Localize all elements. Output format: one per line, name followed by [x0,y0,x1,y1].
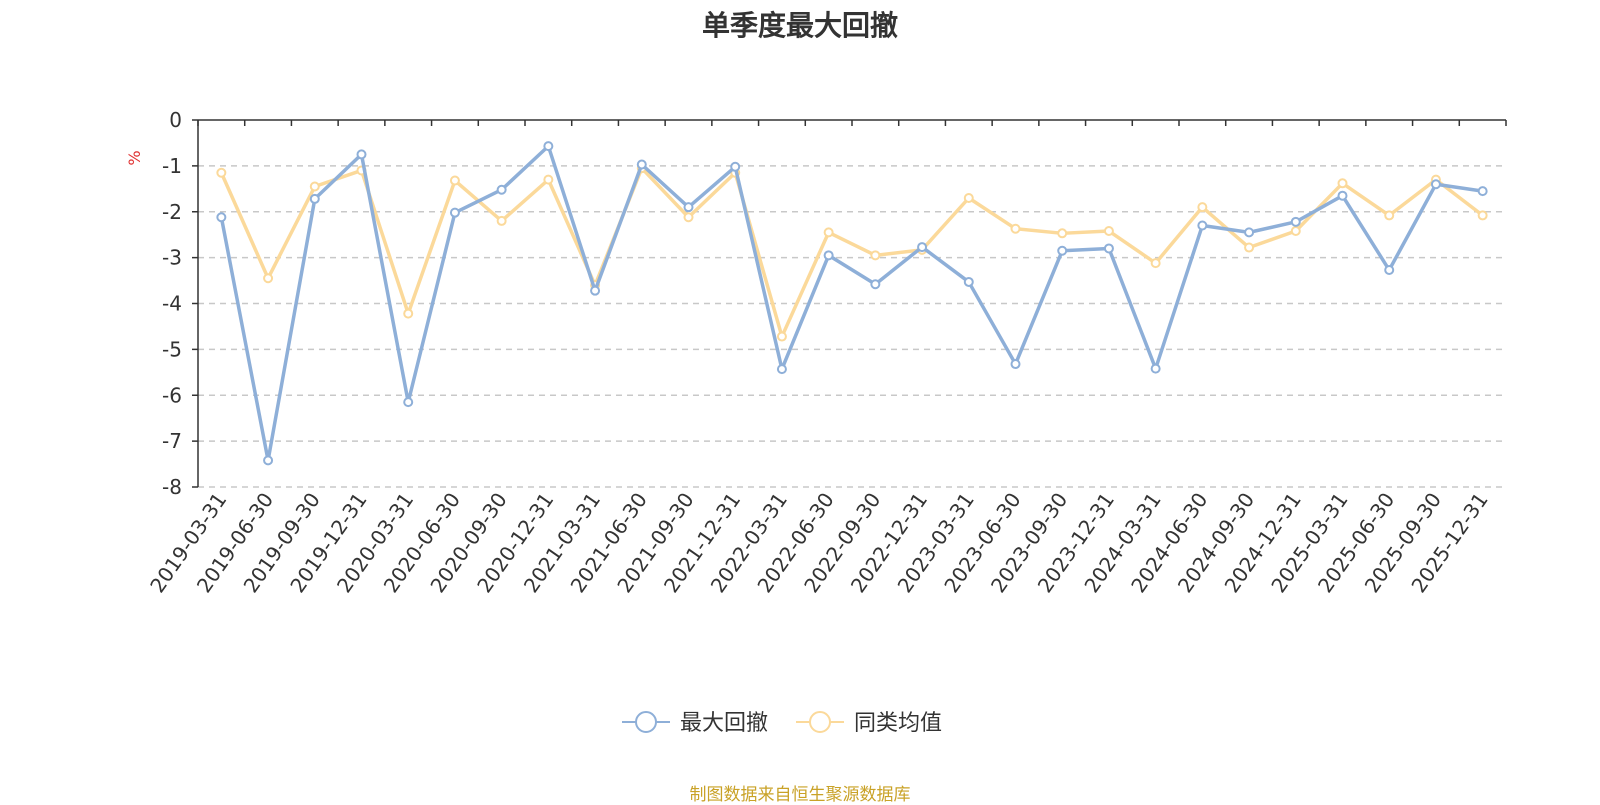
data-point [449,207,460,218]
data-point [1103,226,1114,237]
data-point [870,250,881,261]
data-point [1384,265,1395,276]
data-point [823,250,834,261]
data-point [1244,227,1255,238]
data-point [963,276,974,287]
grid-lines [198,165,1506,488]
data-point [216,167,227,178]
data-point [496,184,507,195]
data-point [1244,242,1255,253]
legend: 最大回撤 同类均值 [622,711,942,736]
data-point [216,212,227,223]
data-point [449,175,460,186]
series-line-1 [219,166,1484,339]
y-tick-label: -6 [162,383,182,407]
legend-marker [809,711,831,733]
data-point [1337,178,1348,189]
data-point [1477,210,1488,221]
data-point [1150,363,1161,374]
data-point [1010,359,1021,370]
data-point [870,279,881,290]
y-tick-label: -8 [162,475,182,499]
data-point [1150,258,1161,269]
data-point [1384,210,1395,221]
legend-label: 同类均值 [854,711,942,736]
data-point [823,227,834,238]
data-point [543,141,554,152]
data-point [730,161,741,172]
data-point [590,285,601,296]
data-point [1010,223,1021,234]
data-point [543,174,554,185]
data-point [917,242,928,253]
data-point [263,273,274,284]
y-tick-label: -4 [162,292,182,316]
data-point [263,455,274,466]
data-point [1197,220,1208,231]
data-point [963,192,974,203]
data-point [403,397,414,408]
y-tick-label: -3 [162,246,182,270]
data-point [1337,190,1348,201]
data-point [1197,202,1208,213]
data-point [1057,245,1068,256]
data-point [1477,186,1488,197]
y-tick-label: -2 [162,200,182,224]
data-point [309,181,320,192]
data-point [1103,243,1114,254]
data-point [1290,216,1301,227]
y-tick-label: -7 [162,429,182,453]
chart-title: 单季度最大回撤 [701,9,898,42]
data-point [683,202,694,213]
data-point [1057,228,1068,239]
series-line-0 [219,144,1483,463]
legend-label: 最大回撤 [680,711,768,736]
source-note: 制图数据来自恒生聚源数据库 [689,785,911,805]
data-point [403,308,414,319]
y-tick-label: -5 [162,337,182,361]
legend-marker [635,711,657,733]
y-tick-label: -1 [162,154,182,178]
data-point [356,149,367,160]
data-point [309,193,320,204]
data-point [776,331,787,342]
data-point [496,215,507,226]
y-tick-label: 0 [169,108,182,132]
data-point [683,212,694,223]
data-point [636,159,647,170]
data-point [1290,226,1301,237]
data-point [1430,179,1441,190]
series-lines [216,141,1488,466]
data-point [776,364,787,375]
y-axis-unit: % [125,150,144,165]
